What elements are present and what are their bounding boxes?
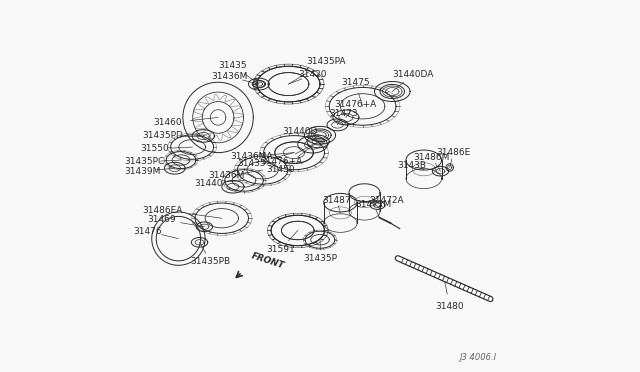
Text: 31486M: 31486M	[413, 153, 449, 161]
Text: 31486E: 31486E	[436, 148, 470, 157]
Text: 31480: 31480	[435, 302, 464, 311]
Text: J3 4006.I: J3 4006.I	[459, 353, 496, 362]
Text: 31435: 31435	[237, 159, 266, 168]
Text: 31436M: 31436M	[209, 171, 244, 180]
Text: 31550: 31550	[141, 144, 170, 153]
Text: 3143B: 3143B	[397, 161, 426, 170]
Text: 31440D: 31440D	[282, 126, 317, 136]
Text: FRONT: FRONT	[250, 251, 285, 270]
Text: 31475: 31475	[341, 78, 369, 87]
Text: 31476: 31476	[133, 227, 162, 236]
Text: 31472M: 31472M	[356, 200, 392, 209]
Text: 31473: 31473	[330, 109, 358, 118]
Text: 31435PA: 31435PA	[306, 57, 346, 66]
Text: 31476+A: 31476+A	[260, 157, 302, 166]
Text: 31460: 31460	[154, 119, 182, 128]
Text: 31440DA: 31440DA	[392, 70, 433, 79]
Text: 31469: 31469	[147, 215, 176, 224]
Text: 31435: 31435	[219, 61, 247, 70]
Text: 31436M: 31436M	[211, 72, 248, 81]
Text: 31472A: 31472A	[369, 196, 404, 205]
Text: 31435PD: 31435PD	[142, 131, 183, 141]
Text: 31450: 31450	[267, 165, 296, 174]
Text: 31476+A: 31476+A	[334, 100, 376, 109]
Text: 31435P: 31435P	[304, 254, 338, 263]
Text: 31435PB: 31435PB	[191, 257, 231, 266]
Text: 31591: 31591	[267, 244, 296, 253]
Text: 31440: 31440	[195, 179, 223, 187]
Text: 31439M: 31439M	[124, 167, 160, 176]
Text: 31436MA: 31436MA	[230, 152, 273, 161]
Text: 31486EA: 31486EA	[142, 206, 182, 215]
Text: 31487: 31487	[323, 196, 351, 205]
Text: 31420: 31420	[298, 70, 327, 79]
Text: 31435PC: 31435PC	[124, 157, 164, 166]
